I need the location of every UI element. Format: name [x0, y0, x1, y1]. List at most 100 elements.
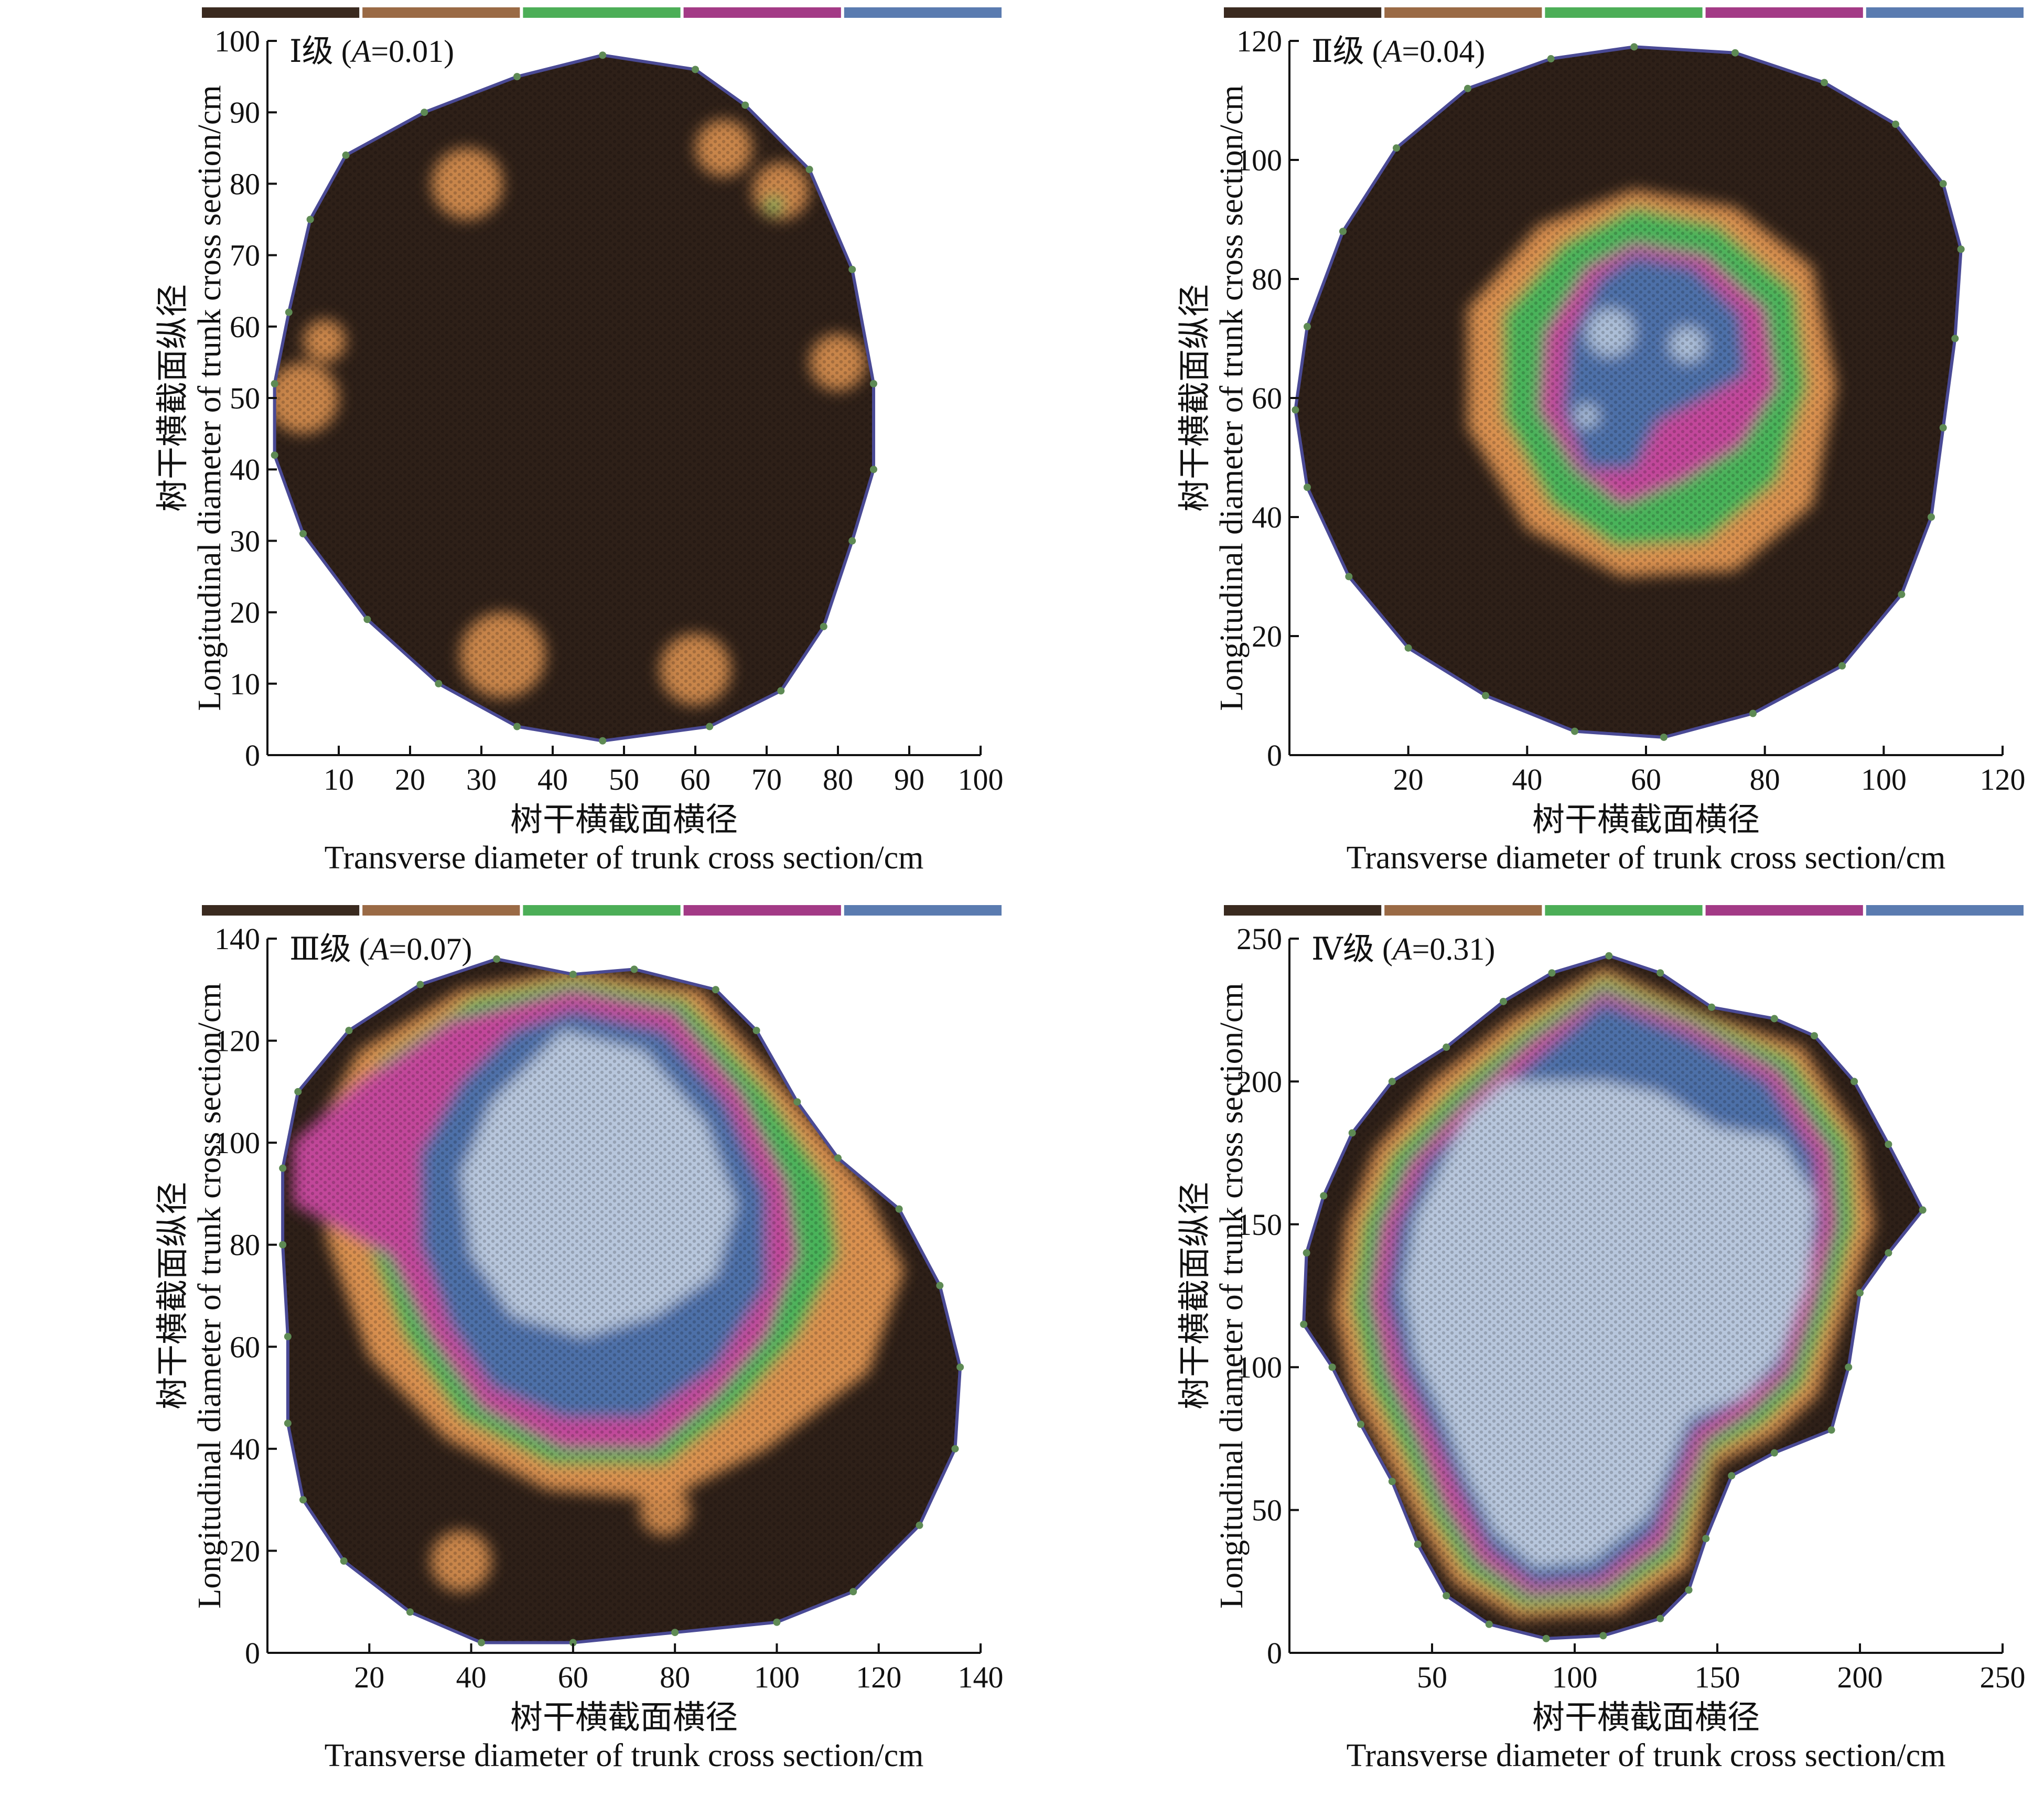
sensor-point [1464, 84, 1471, 92]
panel-title: Ⅱ级 (A=0.04) [1311, 34, 1485, 69]
sensor-point [1348, 1129, 1356, 1137]
x-tick-label: 100 [1861, 762, 1907, 797]
sensor-point [1320, 1192, 1328, 1200]
sensor-point [1292, 406, 1299, 414]
legend-swatch-5 [1866, 905, 2024, 916]
y-tick-label: 120 [214, 1024, 260, 1058]
chart-panel-2: 0 20 40 60 80 100 120 20 40 60 80 100 120 Ⅱ级 (A=0.04)… [1177, 7, 2026, 876]
y-tick-label: 100 [1236, 143, 1282, 177]
sensor-point [1339, 228, 1347, 235]
sensor-point [1571, 727, 1578, 735]
y-tick-label: 60 [230, 1330, 260, 1364]
x-axis-label-cn: 树干横截面横径 [510, 1700, 738, 1736]
sensor-point [1919, 1206, 1927, 1214]
sensor-point [271, 451, 278, 459]
sensor-point [1605, 952, 1613, 960]
trunk-outline [281, 957, 962, 1644]
x-tick-label: 20 [354, 1660, 384, 1694]
sensor-point [1856, 1289, 1864, 1297]
sensor-point [513, 73, 521, 81]
sensor-point [916, 1521, 923, 1529]
chart-panel-3: 0 20 40 60 80 100 120 140 20 40 60 80 100 120 140 Ⅲ级 (A… [155, 905, 1004, 1773]
sensor-point [777, 687, 785, 695]
sensor-point [1939, 180, 1947, 188]
sensor-point [478, 1639, 485, 1647]
legend-swatch-2 [362, 7, 520, 18]
sensor-point [1939, 424, 1947, 432]
x-tick-label: 20 [1393, 762, 1424, 797]
sensor-point [1928, 513, 1935, 521]
sensor-point [1414, 1540, 1422, 1548]
sensor-point [706, 723, 714, 730]
sensor-point [1898, 590, 1906, 598]
sensor-point [1656, 969, 1664, 977]
y-tick-label: 0 [245, 738, 260, 772]
y-tick-label: 120 [1236, 24, 1282, 58]
y-tick-label: 80 [230, 1228, 260, 1262]
x-tick-label: 250 [1980, 1660, 2026, 1694]
sensor-point [599, 737, 607, 745]
y-tick-label: 140 [214, 922, 260, 956]
y-tick-label: 40 [230, 1432, 260, 1466]
sensor-point [951, 1445, 959, 1453]
sensor-point [956, 1363, 964, 1371]
sensor-point [820, 622, 827, 630]
legend-swatch-1 [202, 7, 360, 18]
sensor-point [284, 1332, 292, 1340]
sensor-point [1770, 1449, 1778, 1457]
sensor-point [1957, 245, 1965, 253]
y-axis-label-cn: 树干横截面纵径 [1177, 1182, 1213, 1410]
y-axis-label-en: Longitudinal diameter of trunk cross sec… [192, 85, 228, 711]
sensor-point [752, 1027, 760, 1035]
sensor-point [1388, 1078, 1396, 1085]
y-axis-label-en: Longitudinal diameter of trunk cross sec… [1214, 85, 1250, 711]
sensor-point [1951, 335, 1959, 342]
x-tick-label: 30 [466, 762, 497, 797]
sensor-point [936, 1282, 944, 1289]
trunk-outline [273, 53, 875, 743]
sensor-point [279, 1241, 287, 1249]
sensor-point [1500, 997, 1507, 1005]
y-tick-label: 90 [230, 95, 260, 130]
sensor-point [1304, 483, 1311, 491]
x-tick-label: 60 [1631, 762, 1661, 797]
x-tick-label: 120 [856, 1660, 901, 1694]
y-tick-label: 10 [230, 667, 260, 701]
sensor-point [848, 537, 856, 545]
y-tick-label: 30 [230, 524, 260, 558]
sensor-point [1845, 1363, 1853, 1371]
y-tick-label: 200 [1236, 1064, 1282, 1099]
sensor-point [1821, 79, 1828, 87]
sensor-point [284, 1419, 292, 1427]
sensor-point [513, 723, 521, 730]
x-tick-label: 90 [894, 762, 924, 797]
sensor-point [569, 971, 577, 978]
sensor-point [1393, 144, 1400, 152]
sensor-point [271, 380, 278, 388]
sensor-point [306, 216, 314, 223]
sensor-point [1485, 1620, 1493, 1628]
y-tick-label: 0 [245, 1636, 260, 1670]
x-axis-label-en: Transverse diameter of trunk cross secti… [325, 1738, 924, 1773]
x-tick-label: 80 [823, 762, 853, 797]
y-tick-label: 20 [230, 596, 260, 630]
y-axis-label-cn: 树干横截面纵径 [1177, 284, 1213, 512]
x-tick-label: 10 [324, 762, 354, 797]
sensor-point [1599, 1632, 1607, 1640]
sensor-point [1542, 1634, 1550, 1642]
x-tick-label: 150 [1695, 1660, 1740, 1694]
legend-swatch-1 [1224, 905, 1382, 916]
legend-swatch-4 [1705, 905, 1863, 916]
trunk-outline [1302, 954, 1925, 1640]
sensor-point [1304, 322, 1311, 330]
x-tick-label: 50 [1417, 1660, 1447, 1694]
sensor-point [345, 1027, 353, 1035]
chart-panel-1: 0 10 20 30 40 50 60 70 80 90 100 10 20 30 40 50 60 70 80 90… [155, 7, 1004, 876]
y-tick-label: 20 [1252, 619, 1282, 653]
sensor-point [870, 380, 877, 388]
legend-swatch-4 [683, 905, 841, 916]
cross-section-image [283, 959, 961, 1643]
sensor-point [1357, 1421, 1364, 1428]
y-tick-label: 60 [1252, 381, 1282, 415]
x-axis-label-en: Transverse diameter of trunk cross secti… [1347, 840, 1946, 876]
